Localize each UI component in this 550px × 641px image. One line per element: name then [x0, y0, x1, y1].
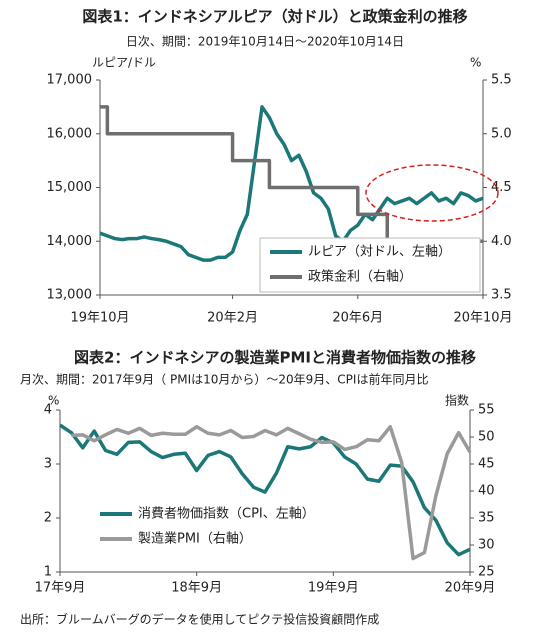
- y-tick-label: 14,000: [47, 234, 93, 249]
- x-tick-label: 20年9月: [445, 581, 496, 596]
- y2-tick-label: 3.5: [491, 288, 512, 303]
- x-tick-label: 19年10月: [70, 311, 129, 326]
- chart-subtitle: 月次、期間：2017年9月（ PMIは10月から）～20年9月、CPIは前年同月…: [20, 372, 428, 387]
- legend-label: 政策金利（右軸）: [308, 269, 412, 285]
- x-tick-label: 20年2月: [207, 311, 258, 326]
- y2-axis-label: 指数: [445, 393, 469, 408]
- legend-label: 消費者物価指数（CPI、左軸）: [138, 507, 315, 522]
- x-tick-label: 18年9月: [171, 581, 222, 596]
- y2-tick-label: 4.0: [491, 234, 512, 249]
- y-tick-label: 15,000: [47, 180, 93, 195]
- legend-label: ルピア（対ドル、左軸）: [308, 245, 451, 260]
- chart-title: 図表2：インドネシアの製造業PMIと消費者物価指数の推移: [74, 349, 476, 367]
- y2-tick-label: 35: [478, 511, 495, 526]
- legend-label: 製造業PMI（右軸）: [138, 531, 252, 547]
- y-tick-label: 2: [44, 511, 52, 526]
- y-tick-label: 17,000: [47, 73, 93, 88]
- series-line: [71, 424, 472, 561]
- y2-tick-label: 25: [478, 565, 495, 580]
- y-tick-label: 4: [44, 403, 52, 418]
- chart-subtitle: 日次、期間：2019年10月14日～2020年10月14日: [126, 35, 404, 49]
- legend-box: [259, 237, 481, 293]
- y2-tick-label: 55: [478, 403, 495, 418]
- y-axis-label: ルピア/ドル: [92, 56, 156, 70]
- y2-tick-label: 5.5: [491, 73, 512, 88]
- y2-tick-label: 40: [478, 484, 495, 499]
- y2-tick-label: 30: [478, 538, 495, 553]
- highlight-ellipse: [365, 164, 499, 222]
- source-note: 出所：ブルームバーグのデータを使用してピクテ投信投資顧問作成: [20, 612, 379, 627]
- series-line: [59, 423, 471, 557]
- chart-title: 図表1：インドネシアルピア（対ドル）と政策金利の推移: [82, 8, 467, 26]
- y2-tick-label: 5.0: [491, 126, 512, 141]
- x-tick-label: 20年10月: [453, 311, 512, 326]
- y2-tick-label: 4.5: [491, 180, 512, 195]
- series-line: [99, 105, 484, 262]
- y-axis-label: %: [48, 394, 59, 408]
- y2-axis-label: %: [470, 56, 481, 70]
- y-tick-label: 1: [44, 565, 52, 580]
- x-tick-label: 17年9月: [35, 581, 86, 596]
- y2-tick-label: 50: [478, 430, 495, 445]
- x-tick-label: 20年6月: [332, 311, 383, 326]
- y-tick-label: 3: [44, 457, 52, 472]
- y-tick-label: 16,000: [47, 126, 93, 141]
- y2-tick-label: 45: [478, 457, 495, 472]
- y-tick-label: 13,000: [47, 288, 93, 303]
- x-tick-label: 19年9月: [308, 581, 359, 596]
